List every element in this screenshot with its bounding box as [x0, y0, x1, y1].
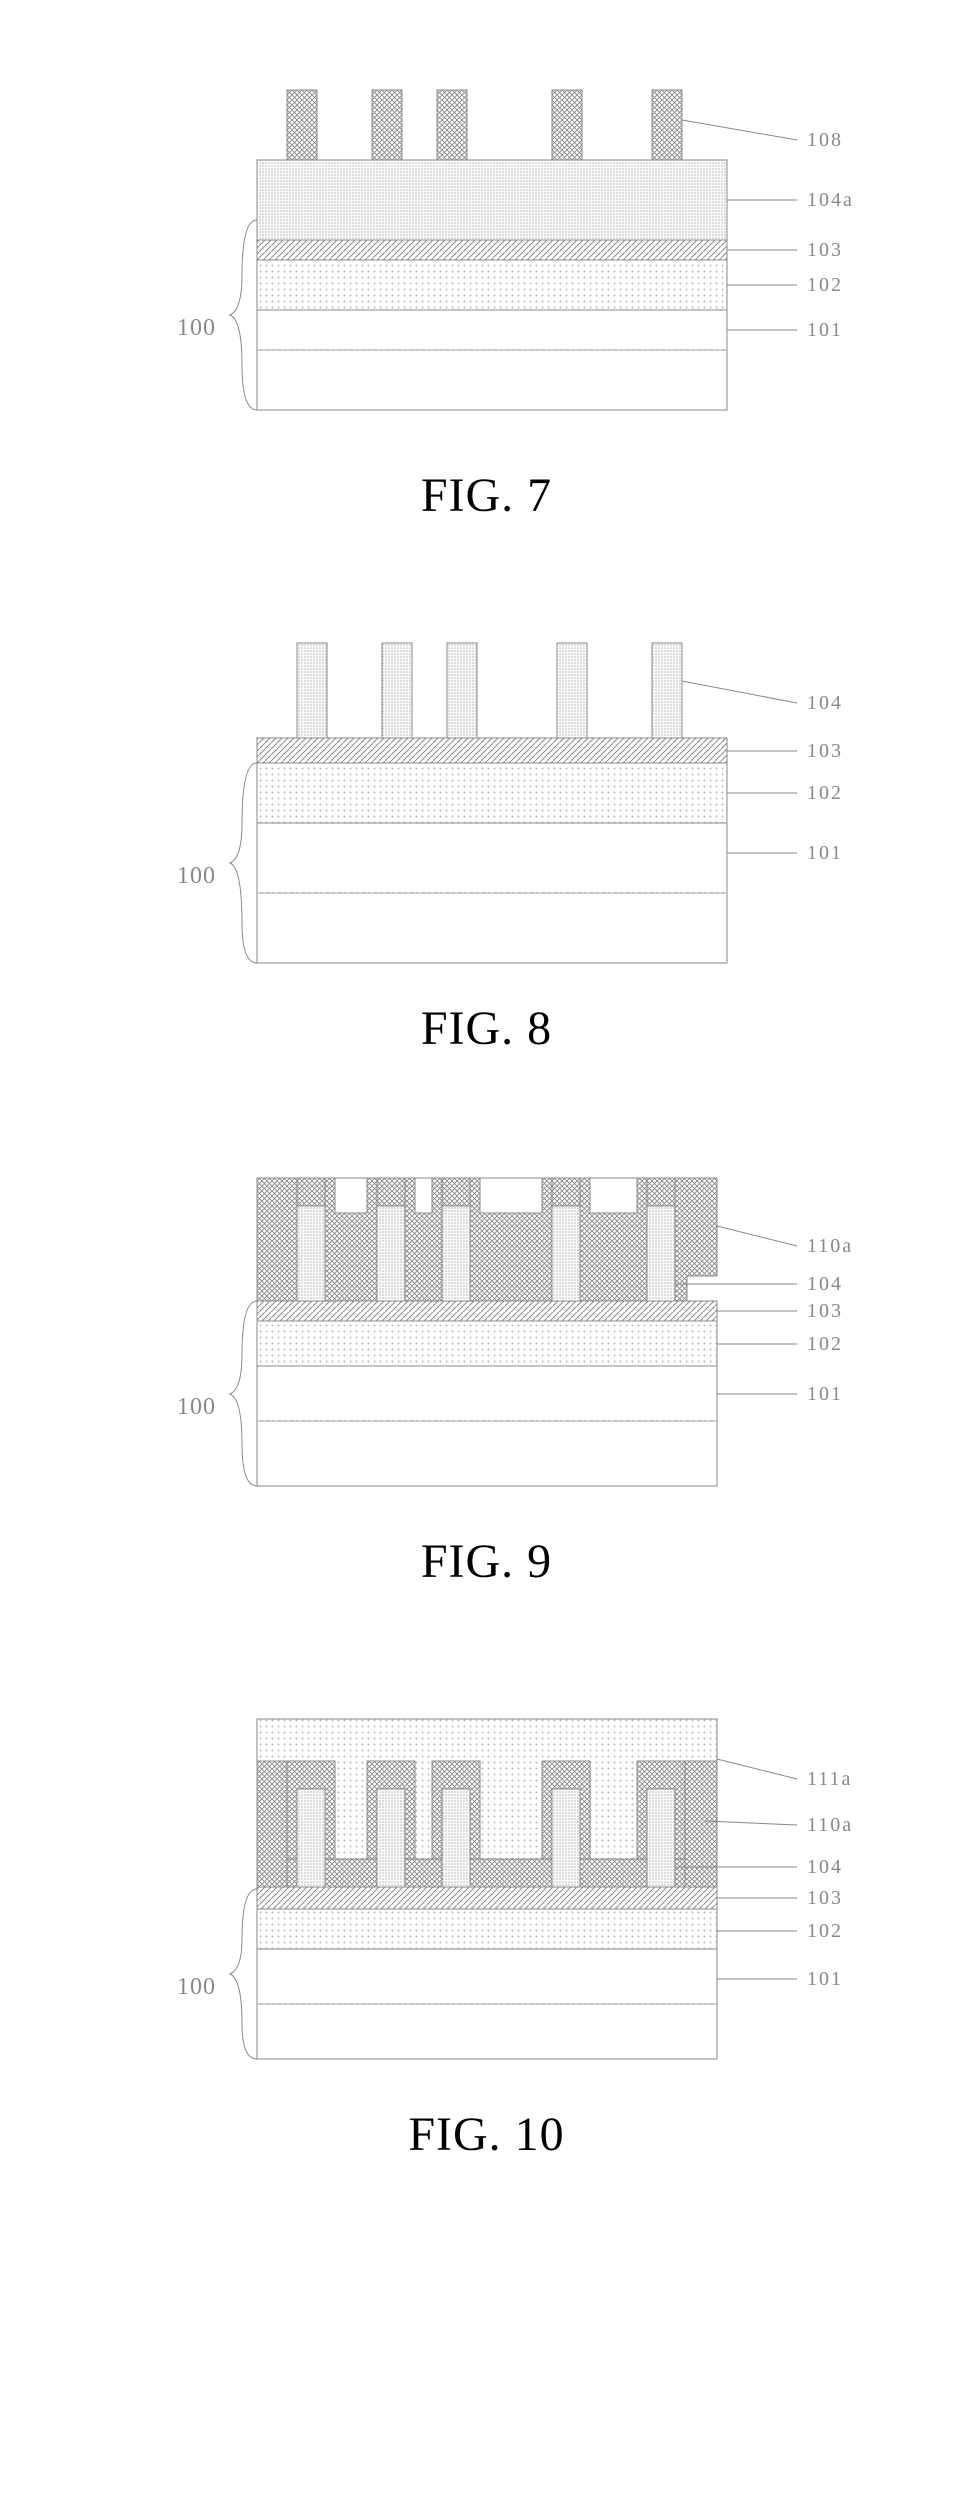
label-102: 102	[807, 782, 843, 804]
label-108: 108	[807, 129, 843, 151]
layer-102	[257, 260, 727, 310]
caption-fig7: FIG. 7	[421, 468, 552, 523]
figure-7: 108 104a 103 102 101 100 FIG. 7	[0, 30, 973, 523]
layer-104a	[257, 160, 727, 240]
label-101: 101	[807, 842, 843, 864]
layer-103	[257, 240, 727, 260]
label-103: 103	[807, 1300, 843, 1322]
figure-10: 111a 110a 104 103 102 101 100 FIG. 10	[0, 1629, 973, 2162]
label-111a: 111a	[807, 1768, 852, 1790]
fins-104	[297, 643, 682, 738]
brace-100	[230, 763, 257, 963]
layer-101-lower	[257, 350, 727, 410]
caption-fig9: FIG. 9	[421, 1534, 552, 1589]
figure-8: 104 103 102 101 100 FIG. 8	[0, 563, 973, 1056]
figure-9-svg: 110a 104 103 102 101 100	[97, 1096, 877, 1516]
layer-101-lower	[257, 2004, 717, 2059]
brace-100	[230, 1889, 257, 2059]
layer-103	[257, 1887, 717, 1909]
label-103: 103	[807, 1887, 843, 1909]
brace-100	[230, 1301, 257, 1486]
label-101: 101	[807, 1968, 843, 1990]
page: 108 104a 103 102 101 100 FIG. 7	[0, 0, 973, 2162]
label-101: 101	[807, 1383, 843, 1405]
label-103: 103	[807, 239, 843, 261]
label-101: 101	[807, 319, 843, 341]
label-110a: 110a	[807, 1235, 853, 1257]
layer-101	[257, 1949, 717, 2004]
layer-102	[257, 763, 727, 823]
label-110a: 110a	[807, 1814, 853, 1836]
label-100: 100	[177, 1394, 216, 1420]
fins-108	[287, 90, 682, 160]
label-102: 102	[807, 1333, 843, 1355]
layer-101-lower	[257, 1421, 717, 1486]
label-104: 104	[807, 1856, 843, 1878]
figure-8-svg: 104 103 102 101 100	[97, 563, 877, 983]
figure-9: 110a 104 103 102 101 100 FIG. 9	[0, 1096, 973, 1589]
label-100: 100	[177, 315, 216, 341]
layer-101	[257, 823, 727, 893]
layer-103	[257, 738, 727, 763]
label-104: 104	[807, 1273, 843, 1295]
layer-101	[257, 1366, 717, 1421]
layer-103	[257, 1301, 717, 1321]
label-103: 103	[807, 740, 843, 762]
label-104: 104	[807, 692, 843, 714]
layer-101-lower	[257, 893, 727, 963]
caption-fig8: FIG. 8	[421, 1001, 552, 1056]
layer-101	[257, 310, 727, 350]
caption-fig10: FIG. 10	[408, 2107, 564, 2162]
layer-102	[257, 1321, 717, 1366]
figure-7-svg: 108 104a 103 102 101 100	[97, 30, 877, 450]
label-104a: 104a	[807, 189, 854, 211]
label-100: 100	[177, 863, 216, 889]
label-102: 102	[807, 274, 843, 296]
label-100: 100	[177, 1974, 216, 2000]
layer-102	[257, 1909, 717, 1949]
label-102: 102	[807, 1920, 843, 1942]
brace-100	[230, 220, 257, 410]
figure-10-svg: 111a 110a 104 103 102 101 100	[97, 1629, 877, 2089]
